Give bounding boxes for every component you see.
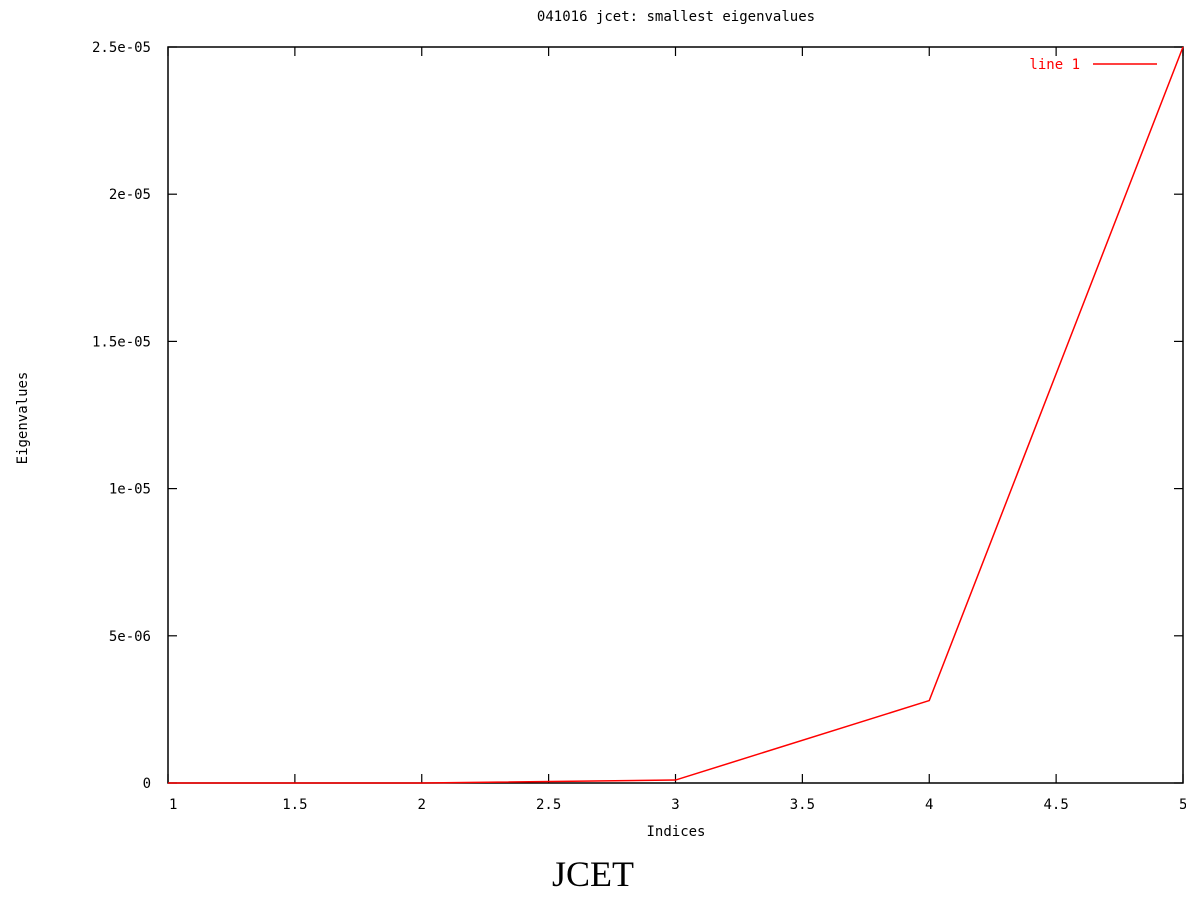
- y-axis-label: Eigenvalues: [15, 372, 31, 465]
- x-axis-label: Indices: [646, 824, 705, 840]
- x-tick-label: 4: [925, 797, 933, 813]
- figure-caption: JCET: [551, 854, 634, 894]
- x-tick-label: 1.5: [282, 797, 307, 813]
- legend-label-line-1: line 1: [1029, 57, 1080, 73]
- y-tick-label: 2e-05: [109, 187, 151, 203]
- x-tick-label: 3.5: [790, 797, 815, 813]
- legend: line 1: [1029, 57, 1157, 73]
- x-tick-label: 1: [169, 797, 177, 813]
- y-tick-label: 5e-06: [109, 629, 151, 645]
- y-axis-tick-labels: 0 5e-06 1e-05 1.5e-05 2e-05 2.5e-05: [92, 40, 151, 792]
- y-tick-label: 1e-05: [109, 482, 151, 498]
- series-line-1: [168, 46, 1184, 784]
- eigenvalue-chart: 041016 jcet: smallest eigenvalues 1 1.5 2 2…: [15, 9, 1186, 840]
- x-tick-label: 2: [418, 797, 426, 813]
- x-tick-label: 3: [671, 797, 679, 813]
- chart-title: 041016 jcet: smallest eigenvalues: [537, 9, 815, 25]
- y-tick-label: 1.5e-05: [92, 334, 151, 350]
- x-tick-label: 2.5: [536, 797, 561, 813]
- y-tick-label: 2.5e-05: [92, 40, 151, 56]
- y-tick-label: 0: [143, 776, 151, 792]
- y-axis-ticks: [168, 46, 1183, 784]
- x-tick-label: 5: [1179, 797, 1186, 813]
- series-layer: [167, 46, 1184, 784]
- x-axis-tick-labels: 1 1.5 2 2.5 3 3.5 4 4.5 5: [169, 797, 1186, 813]
- x-axis-ticks: [167, 47, 1184, 783]
- plot-frame: [167, 46, 1184, 784]
- x-tick-label: 4.5: [1043, 797, 1068, 813]
